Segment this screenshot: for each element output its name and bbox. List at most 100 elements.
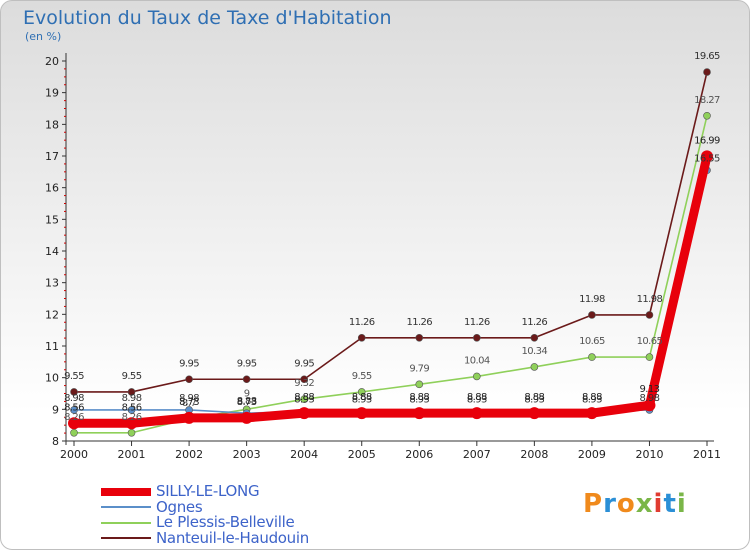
data-point: [703, 111, 711, 120]
data-point: [70, 388, 78, 396]
data-point: [415, 380, 424, 389]
data-label: 9.95: [237, 358, 257, 369]
y-tick-label: 12: [45, 308, 59, 321]
data-label: 8.56: [64, 402, 84, 413]
x-tick-label: 2001: [118, 448, 146, 461]
x-tick-label: 2009: [578, 448, 606, 461]
y-tick-label: 8: [52, 435, 59, 448]
data-label: 9.95: [179, 358, 199, 369]
data-label: 8.26: [122, 412, 142, 423]
data-label: 8.88: [524, 392, 544, 403]
data-point: [185, 375, 193, 384]
x-tick-label: 2010: [635, 448, 663, 461]
data-label: 16.55: [694, 153, 720, 164]
data-point: [415, 333, 424, 342]
data-label: 11.26: [349, 317, 375, 328]
logo-letter: t: [663, 489, 677, 519]
y-tick-label: 20: [45, 55, 59, 68]
legend-label: SILLY-LE-LONG: [156, 482, 260, 501]
chart-title: Evolution du Taux de Taxe d'Habitation: [23, 7, 392, 29]
data-point: [528, 407, 541, 420]
y-tick-label: 18: [45, 118, 59, 131]
data-label: 8.88: [467, 392, 487, 403]
logo-letter: r: [603, 489, 617, 519]
data-point: [645, 353, 654, 361]
data-point: [585, 407, 598, 420]
data-label: 10.65: [637, 336, 663, 347]
logo-letter: i: [653, 489, 664, 519]
legend-swatch: [101, 537, 151, 540]
data-point: [473, 333, 481, 342]
data-label: 8.93: [294, 395, 314, 406]
data-label: 8.93: [409, 395, 429, 406]
data-point: [125, 417, 138, 430]
x-tick-label: 2000: [60, 448, 88, 461]
data-label: 9.32: [294, 378, 314, 389]
x-tick-label: 2004: [290, 448, 318, 461]
data-point: [413, 407, 426, 420]
x-tick-label: 2008: [520, 448, 548, 461]
legend-item: Nanteuil-le-Haudouin: [101, 530, 309, 547]
data-point: [703, 68, 711, 76]
x-tick-label: 2005: [348, 448, 376, 461]
legend-item: Le Plessis-Belleville: [101, 515, 309, 531]
data-label: 8.93: [467, 395, 487, 406]
chart-subtitle: (en %): [25, 30, 62, 43]
legend-item: SILLY-LE-LONG: [101, 484, 309, 500]
logo-letter: P: [583, 489, 604, 519]
x-tick-label: 2011: [693, 448, 721, 461]
data-point: [300, 375, 308, 384]
data-point: [240, 411, 253, 424]
data-label: 8.88: [409, 392, 429, 403]
proxiti-logo: Proxiti: [583, 489, 687, 519]
data-label: 9.95: [294, 358, 314, 369]
legend-swatch: [101, 521, 151, 524]
data-label: 8.98: [122, 393, 142, 404]
y-tick-label: 14: [45, 245, 59, 258]
data-label: 8.98: [179, 393, 199, 404]
data-label: 8.73: [237, 397, 257, 408]
data-point: [470, 407, 483, 420]
series-line: [74, 155, 712, 428]
data-point: [643, 399, 656, 412]
legend: SILLY-LE-LONG Ognes Le Plessis-Belleville N…: [101, 484, 309, 546]
logo-letter: i: [676, 489, 687, 519]
data-label: 11.26: [522, 317, 548, 328]
data-label: 10.65: [579, 336, 605, 347]
data-label: 8.98: [640, 393, 660, 404]
logo-letter: o: [616, 489, 636, 519]
data-label: 18.27: [694, 95, 720, 106]
data-label: 8.73: [179, 397, 199, 408]
data-point: [357, 333, 366, 342]
data-point: [355, 407, 368, 420]
x-tick-label: 2007: [463, 448, 491, 461]
data-point: [530, 363, 539, 371]
data-label: 8.7: [182, 398, 196, 409]
data-label: 19.65: [694, 51, 720, 62]
data-point: [701, 150, 713, 163]
data-point: [127, 428, 136, 437]
data-label: 11.98: [579, 294, 605, 305]
data-point: [70, 428, 78, 437]
data-label: 9.55: [64, 371, 84, 382]
legend-swatch: [101, 487, 151, 496]
data-point: [588, 311, 596, 319]
data-label: 9.13: [640, 384, 660, 395]
data-point: [127, 406, 136, 414]
data-label: 8.88: [582, 392, 602, 403]
data-point: [588, 353, 596, 361]
data-point: [68, 417, 80, 430]
x-tick-label: 2006: [405, 448, 433, 461]
data-label: 11.26: [464, 317, 490, 328]
data-label: 8.98: [64, 393, 84, 404]
data-label: 8.93: [582, 395, 602, 406]
data-point: [183, 411, 196, 424]
y-tick-label: 19: [45, 87, 59, 100]
series-line: [74, 71, 708, 393]
y-tick-label: 11: [45, 340, 59, 353]
y-tick-label: 17: [45, 150, 59, 163]
y-tick-label: 16: [45, 182, 59, 195]
data-label: 8.93: [524, 395, 544, 406]
